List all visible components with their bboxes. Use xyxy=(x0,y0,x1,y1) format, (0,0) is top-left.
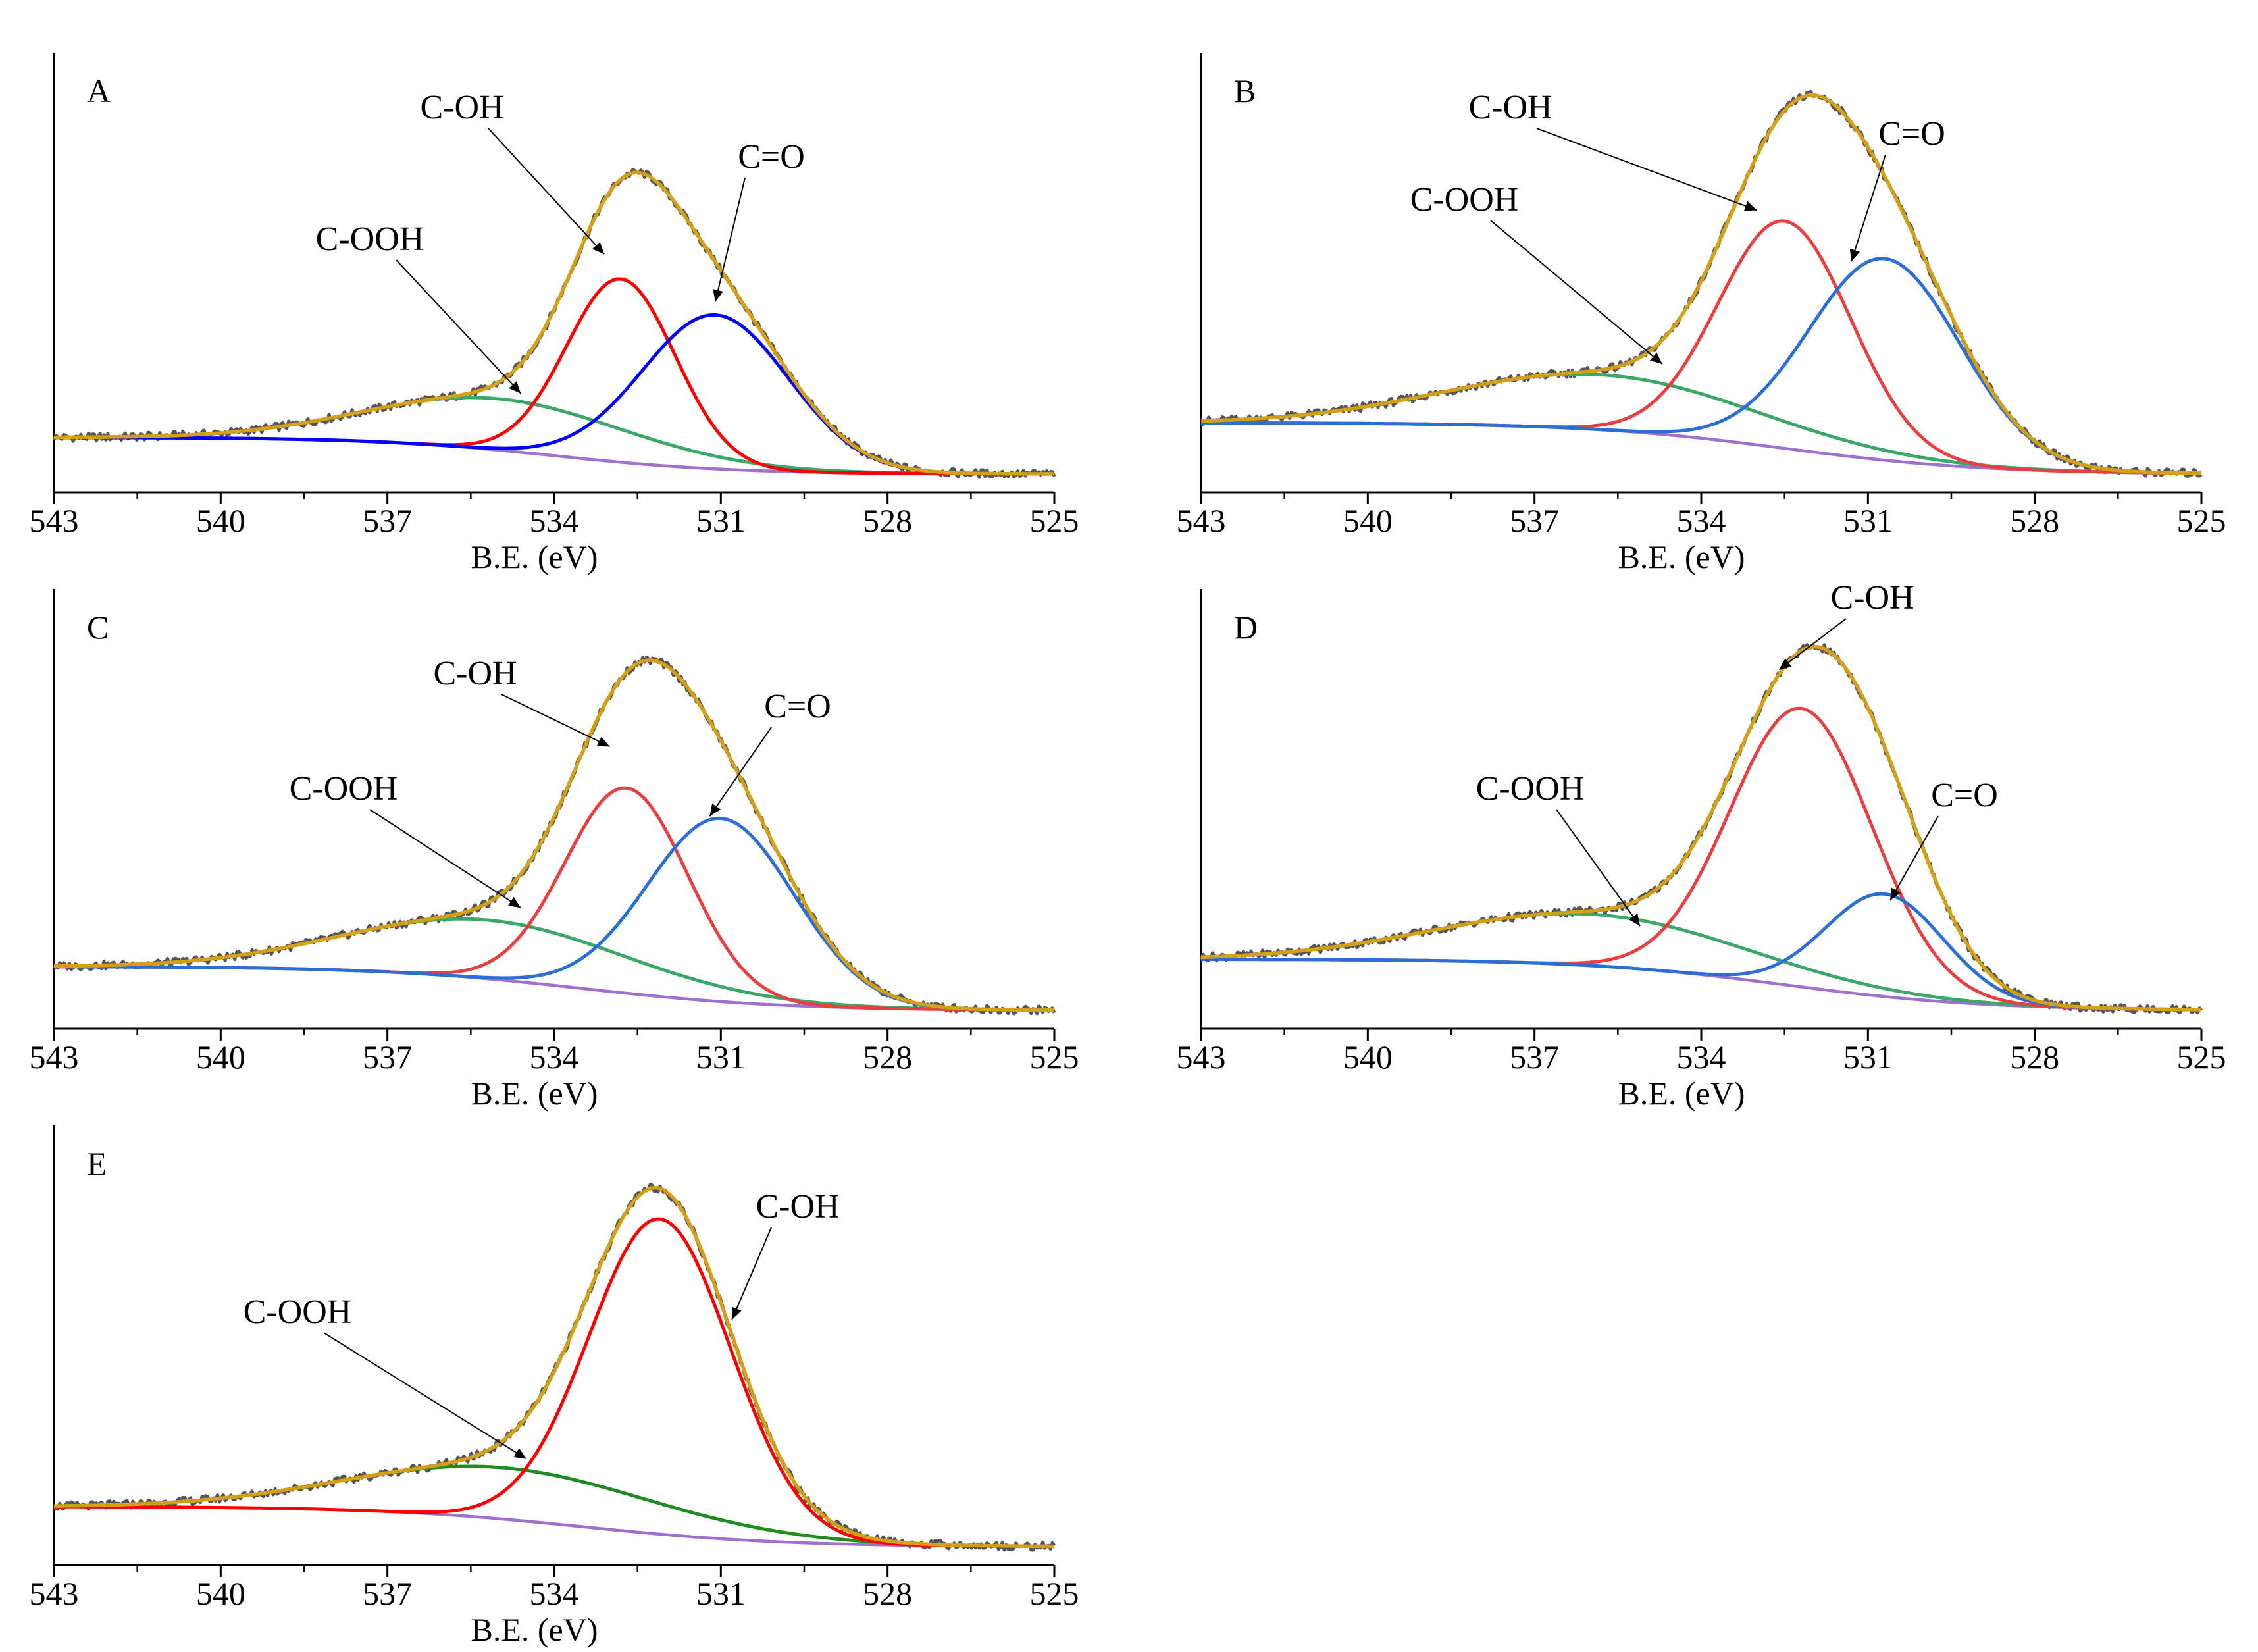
peak-label: C-OH xyxy=(756,1188,839,1226)
envelope-fit-line xyxy=(1200,644,2201,1012)
x-tick-label: 537 xyxy=(1510,502,1559,539)
x-tick-label: 537 xyxy=(363,1039,412,1075)
x-axis-title: B.E. (eV) xyxy=(1618,1075,1745,1112)
annotation-arrow xyxy=(731,1227,772,1320)
panel-letter: C xyxy=(87,609,109,646)
peak-label: C-OH xyxy=(1468,89,1552,126)
x-tick-label: 525 xyxy=(1030,1039,1079,1075)
x-tick-label: 528 xyxy=(863,502,912,539)
envelope-fit-line xyxy=(54,1185,1054,1549)
peak-label: C-OOH xyxy=(1410,181,1519,219)
x-tick-label: 528 xyxy=(863,1039,912,1075)
component-line-c-o xyxy=(1201,257,2201,475)
annotation-arrow xyxy=(1889,815,1939,901)
panel-a: 543 540 537 534 531 528 525 B.E. (eV) A C-OH C=O C-… xyxy=(30,53,1079,575)
panel-b: 543 540 537 534 531 528 525 B.E. (eV) B C-OH C=O C-… xyxy=(1177,53,2226,575)
x-tick-label: 537 xyxy=(1510,1039,1559,1075)
panel-letter: D xyxy=(1234,609,1258,646)
x-tick-label: 525 xyxy=(1030,502,1079,539)
annotation-arrow xyxy=(488,128,605,255)
x-tick-label: 534 xyxy=(1677,502,1726,539)
x-tick-label: 534 xyxy=(530,502,579,539)
panel-letter: E xyxy=(87,1145,107,1182)
x-tick-label: 531 xyxy=(696,502,746,539)
x-tick-label: 543 xyxy=(1177,502,1226,539)
annotation-arrow xyxy=(396,259,522,394)
peak-label: C-OH xyxy=(1830,579,1914,617)
x-tick-label: 528 xyxy=(2010,502,2059,539)
annotation-arrow xyxy=(1778,618,1847,671)
component-line-c-o xyxy=(54,816,1054,1012)
panel-c: 543 540 537 534 531 528 525 B.E. (eV) C C-OH C=O C-… xyxy=(30,589,1079,1112)
panel-e: 543 540 537 534 531 528 525 B.E. (eV) E C-OH C-OOH xyxy=(30,1125,1079,1648)
component-line-c-o xyxy=(1201,892,2201,1012)
x-tick-label: 525 xyxy=(2177,502,2226,539)
x-tick-label: 528 xyxy=(2010,1039,2059,1075)
x-tick-label: 525 xyxy=(2177,1039,2226,1075)
x-tick-label: 543 xyxy=(30,1039,79,1075)
annotation-arrow xyxy=(501,694,610,748)
peak-label: C-OH xyxy=(433,655,517,692)
envelope-fit-line xyxy=(54,170,1055,476)
x-tick-label: 528 xyxy=(863,1575,912,1612)
peak-label: C=O xyxy=(764,688,831,725)
component-line-c-oh xyxy=(53,1217,1054,1549)
component-line-c-ooh xyxy=(1200,912,2201,1012)
x-tick-label: 540 xyxy=(196,502,245,539)
component-line-c-oh xyxy=(1201,706,2201,1012)
x-tick-label: 534 xyxy=(530,1575,579,1612)
x-tick-label: 534 xyxy=(530,1039,579,1075)
peak-label: C=O xyxy=(1878,115,1945,153)
peak-label: C-OOH xyxy=(290,770,398,808)
x-tick-label: 531 xyxy=(696,1575,746,1612)
x-tick-label: 540 xyxy=(196,1039,245,1075)
raw-spectrum-line xyxy=(52,167,1056,479)
x-tick-label: 540 xyxy=(1343,1039,1393,1075)
x-tick-label: 531 xyxy=(1843,502,1893,539)
x-axis-title: B.E. (eV) xyxy=(471,1075,598,1112)
annotation-arrow xyxy=(713,177,746,302)
envelope-fit-line xyxy=(1200,93,2201,475)
x-tick-label: 525 xyxy=(1030,1575,1079,1612)
panel-letter: A xyxy=(87,72,111,109)
annotation-arrow xyxy=(1556,809,1641,927)
x-tick-label: 531 xyxy=(696,1039,746,1075)
annotation-arrow xyxy=(369,809,521,909)
panel-letter: B xyxy=(1234,72,1256,109)
baseline-line xyxy=(1201,421,2201,475)
x-axis-title: B.E. (eV) xyxy=(471,1611,598,1648)
annotation-arrow xyxy=(1849,154,1886,262)
x-axis-title: B.E. (eV) xyxy=(471,538,598,575)
x-tick-label: 537 xyxy=(363,1575,412,1612)
x-tick-label: 540 xyxy=(196,1575,245,1612)
peak-label: C=O xyxy=(738,138,805,176)
peak-label: C=O xyxy=(1931,777,1998,814)
annotation-arrow xyxy=(1490,220,1663,365)
annotation-arrow xyxy=(1536,128,1757,211)
envelope-fit-line xyxy=(54,658,1054,1012)
peak-label: C-OOH xyxy=(1476,770,1585,808)
peak-label: C-OOH xyxy=(244,1293,352,1331)
raw-spectrum-line xyxy=(53,1183,1056,1552)
x-tick-label: 540 xyxy=(1343,502,1393,539)
x-tick-label: 543 xyxy=(1177,1039,1226,1075)
annotation-arrow xyxy=(709,727,772,817)
annotation-arrow xyxy=(323,1332,527,1460)
peak-label: C-OH xyxy=(420,89,503,126)
panel-d: 543 540 537 534 531 528 525 B.E. (eV) D C-OH C=O C-… xyxy=(1177,579,2226,1112)
x-tick-label: 534 xyxy=(1677,1039,1726,1075)
x-axis-title: B.E. (eV) xyxy=(1618,538,1745,575)
component-line-c-oh xyxy=(1201,219,2201,475)
x-tick-label: 543 xyxy=(30,1575,79,1612)
x-tick-label: 537 xyxy=(363,502,412,539)
peak-label: C-OOH xyxy=(316,220,424,258)
x-tick-label: 543 xyxy=(30,502,79,539)
component-line-c-o xyxy=(54,313,1054,476)
x-tick-label: 531 xyxy=(1843,1039,1893,1075)
